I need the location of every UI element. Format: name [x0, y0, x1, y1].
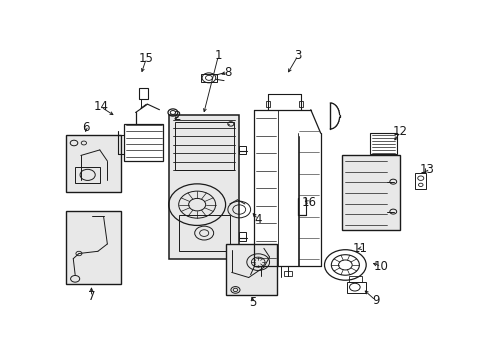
- Text: 8: 8: [224, 66, 231, 79]
- Bar: [123, 123, 163, 161]
- Bar: [341, 156, 400, 230]
- Text: 9: 9: [371, 294, 379, 307]
- Text: 14: 14: [93, 100, 108, 113]
- Text: 10: 10: [373, 260, 388, 273]
- Text: 7: 7: [87, 290, 95, 303]
- Bar: [139, 87, 148, 99]
- Bar: [348, 276, 362, 282]
- Bar: [239, 232, 245, 241]
- Bar: [169, 115, 239, 260]
- Bar: [175, 122, 233, 170]
- Bar: [298, 102, 303, 107]
- Bar: [369, 133, 396, 154]
- Bar: [178, 215, 229, 251]
- Bar: [415, 174, 425, 189]
- Bar: [201, 74, 216, 82]
- Bar: [283, 270, 291, 276]
- Text: 5: 5: [248, 296, 256, 309]
- Text: 1: 1: [214, 49, 222, 62]
- Text: 13: 13: [419, 163, 433, 176]
- Text: 16: 16: [301, 196, 316, 209]
- Bar: [65, 135, 121, 192]
- Text: 2: 2: [173, 110, 180, 123]
- Text: 11: 11: [352, 242, 367, 255]
- Bar: [225, 244, 277, 296]
- Bar: [265, 102, 270, 107]
- Bar: [65, 211, 121, 284]
- Text: 4: 4: [254, 213, 262, 226]
- Bar: [257, 270, 265, 276]
- Text: 15: 15: [139, 52, 154, 65]
- Text: 6: 6: [82, 121, 89, 134]
- Text: 12: 12: [392, 125, 407, 138]
- Text: 3: 3: [294, 49, 301, 62]
- Circle shape: [170, 111, 175, 114]
- Bar: [346, 282, 366, 293]
- Bar: [75, 167, 100, 183]
- Bar: [239, 146, 245, 154]
